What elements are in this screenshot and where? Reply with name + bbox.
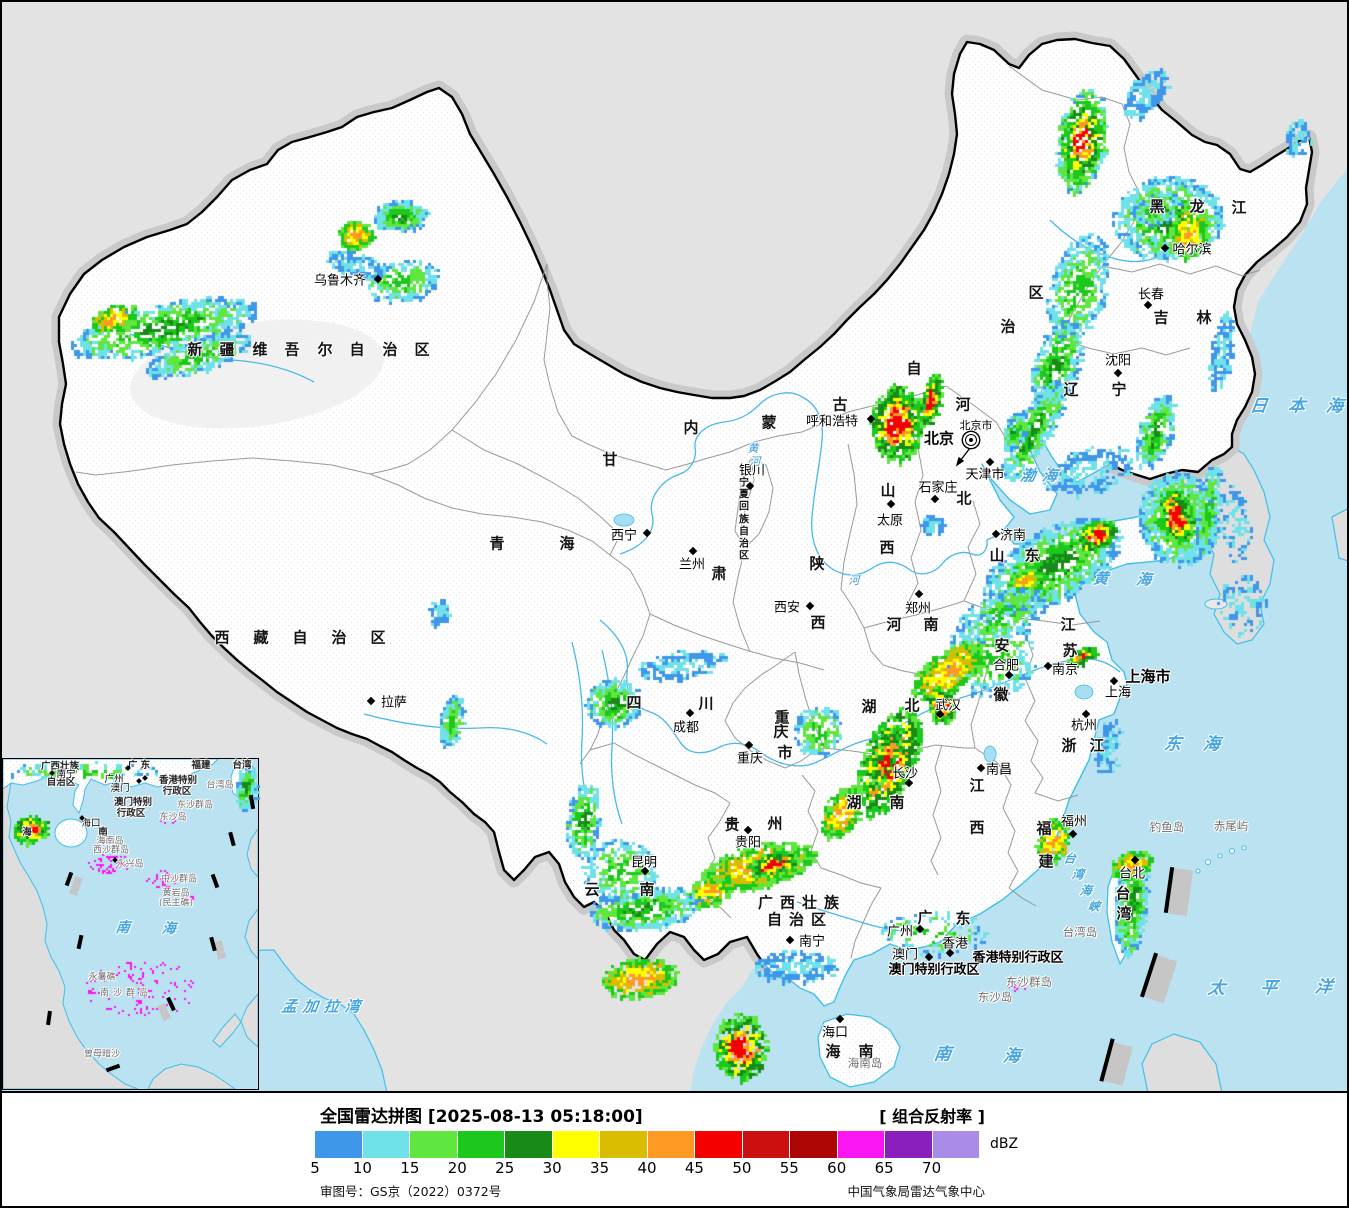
china-radar-map[interactable]: 新疆维吾尔自治区西藏自治区青海甘肃内蒙古自治区宁夏回族自治区陕西山西河北山东河南… — [2, 2, 1347, 1093]
map-license-number: 审图号：GS京（2022）0372号 — [320, 1184, 502, 1199]
scale-swatch-60 — [837, 1131, 885, 1158]
inset-mainland — [3, 759, 219, 815]
inset-philippines — [212, 828, 258, 1048]
scale-swatch-50 — [742, 1131, 790, 1158]
dbz-color-scale — [315, 1131, 979, 1158]
scale-value-5: 5 — [310, 1159, 320, 1177]
scale-value-45: 45 — [684, 1159, 704, 1177]
scale-value-50: 50 — [732, 1159, 752, 1177]
scale-value-40: 40 — [637, 1159, 657, 1177]
jeju-island — [1204, 598, 1228, 610]
scale-value-60: 60 — [827, 1159, 847, 1177]
scale-swatch-45 — [695, 1131, 743, 1158]
south-china-sea-inset — [2, 758, 259, 1090]
scale-value-30: 30 — [542, 1159, 562, 1177]
scale-swatch-20 — [457, 1131, 505, 1158]
scale-value-10: 10 — [352, 1159, 372, 1177]
legend-panel: 全国雷达拼图 [2025-08-13 05:18:00] [ 组合反射率 ] d… — [2, 1093, 1347, 1206]
scale-value-20: 20 — [447, 1159, 467, 1177]
scale-swatch-15 — [410, 1131, 458, 1158]
dbz-scale-values: 5 10 15 20 25 30 35 40 45 50 55 60 65 70 — [2, 1159, 1347, 1177]
agency-credit: 中国气象局雷达气象中心 — [847, 1184, 985, 1199]
scale-swatch-40 — [647, 1131, 695, 1158]
scale-swatch-5 — [315, 1131, 363, 1158]
scale-value-15: 15 — [400, 1159, 420, 1177]
mosaic-title: 全国雷达拼图 [2025-08-13 05:18:00] — [320, 1107, 643, 1127]
scale-swatch-35 — [600, 1131, 648, 1158]
product-name: [ 组合反射率 ] — [879, 1107, 985, 1126]
scale-value-25: 25 — [495, 1159, 515, 1177]
scale-swatch-30 — [552, 1131, 600, 1158]
scale-swatch-70 — [932, 1131, 979, 1158]
scale-swatch-10 — [362, 1131, 410, 1158]
scale-value-55: 55 — [779, 1159, 799, 1177]
inset-taiwan — [230, 760, 256, 802]
scale-swatch-25 — [505, 1131, 553, 1158]
scale-value-65: 65 — [874, 1159, 894, 1177]
scale-swatch-55 — [790, 1131, 838, 1158]
scale-value-70: 70 — [922, 1159, 942, 1177]
dbz-unit-label: dBZ — [990, 1136, 1019, 1152]
scale-value-35: 35 — [590, 1159, 610, 1177]
scale-swatch-65 — [885, 1131, 933, 1158]
inset-hainan — [54, 818, 88, 848]
inset-borneo — [147, 1063, 236, 1089]
